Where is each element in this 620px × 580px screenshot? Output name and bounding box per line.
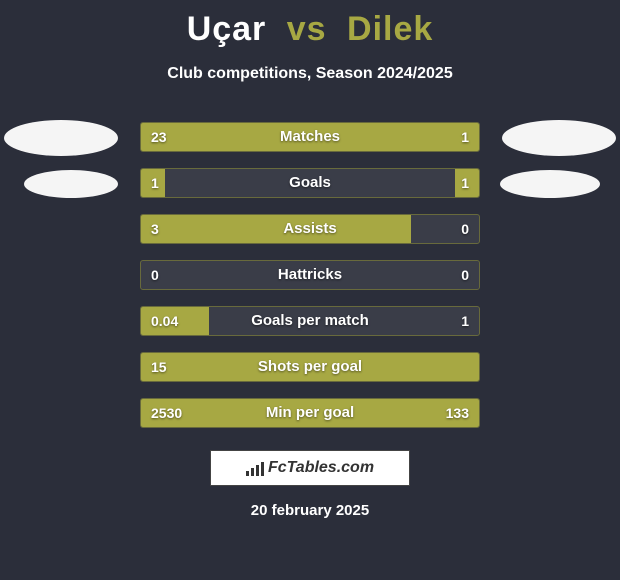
page-title: Uçar vs Dilek <box>0 0 620 49</box>
title-player2: Dilek <box>347 10 433 48</box>
stat-row: 231Matches <box>140 122 480 152</box>
avatar-player2-bottom <box>500 170 600 198</box>
stat-label: Shots per goal <box>141 353 479 381</box>
title-player1: Uçar <box>187 10 267 48</box>
stat-label: Assists <box>141 215 479 243</box>
stats-container: 231Matches 11Goals 30Assists 00Hattricks 0.0… <box>140 122 480 444</box>
logo: FcTables.com <box>210 450 410 486</box>
logo-label: FcTables.com <box>268 459 374 477</box>
avatar-player2-top <box>502 120 616 156</box>
stat-row: 2530133Min per goal <box>140 398 480 428</box>
logo-bars-icon <box>246 460 264 476</box>
avatar-player1-top <box>4 120 118 156</box>
stat-label: Goals <box>141 169 479 197</box>
avatar-player1-bottom <box>24 170 118 198</box>
stat-row: 0.041Goals per match <box>140 306 480 336</box>
stat-label: Min per goal <box>141 399 479 427</box>
stat-label: Goals per match <box>141 307 479 335</box>
logo-text: FcTables.com <box>246 459 374 477</box>
title-vs: vs <box>287 10 327 48</box>
stat-label: Matches <box>141 123 479 151</box>
stat-label: Hattricks <box>141 261 479 289</box>
subtitle: Club competitions, Season 2024/2025 <box>0 65 620 83</box>
stat-row: 30Assists <box>140 214 480 244</box>
stat-row: 15Shots per goal <box>140 352 480 382</box>
stat-row: 11Goals <box>140 168 480 198</box>
stat-row: 00Hattricks <box>140 260 480 290</box>
date-label: 20 february 2025 <box>0 502 620 519</box>
